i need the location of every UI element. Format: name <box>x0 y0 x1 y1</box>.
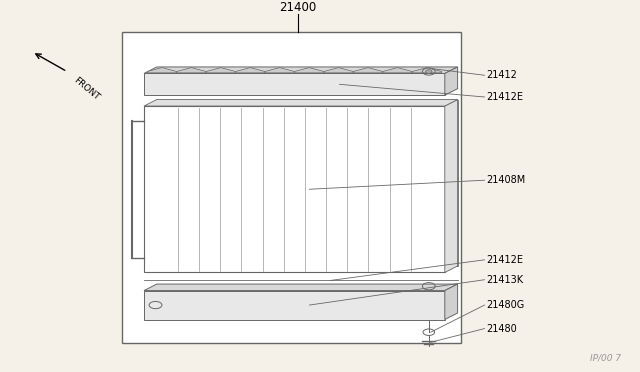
Polygon shape <box>445 284 458 320</box>
Text: 21480: 21480 <box>486 324 517 334</box>
Polygon shape <box>445 100 458 272</box>
Polygon shape <box>294 68 324 73</box>
Polygon shape <box>265 68 294 73</box>
Text: 21400: 21400 <box>279 1 316 14</box>
Text: IP/00 7: IP/00 7 <box>589 354 621 363</box>
Text: 21413K: 21413K <box>486 275 524 285</box>
Polygon shape <box>206 68 236 73</box>
Text: 21412E: 21412E <box>486 92 524 102</box>
Polygon shape <box>144 67 458 73</box>
Polygon shape <box>412 68 442 73</box>
Text: 21408M: 21408M <box>486 175 525 185</box>
Bar <box>157 100 458 266</box>
Polygon shape <box>445 67 458 95</box>
Text: 21412E: 21412E <box>486 255 524 265</box>
Bar <box>144 106 445 272</box>
Text: FRONT: FRONT <box>72 75 102 102</box>
Bar <box>122 32 461 343</box>
Polygon shape <box>177 68 206 73</box>
Text: 21412: 21412 <box>486 70 517 80</box>
Polygon shape <box>144 100 458 106</box>
Circle shape <box>426 70 432 73</box>
Bar <box>144 291 445 320</box>
Text: 21480G: 21480G <box>486 300 525 310</box>
Polygon shape <box>383 68 412 73</box>
Polygon shape <box>324 68 353 73</box>
Polygon shape <box>144 284 458 291</box>
Bar <box>144 73 445 95</box>
Polygon shape <box>236 68 265 73</box>
Polygon shape <box>353 68 383 73</box>
Polygon shape <box>147 68 177 73</box>
